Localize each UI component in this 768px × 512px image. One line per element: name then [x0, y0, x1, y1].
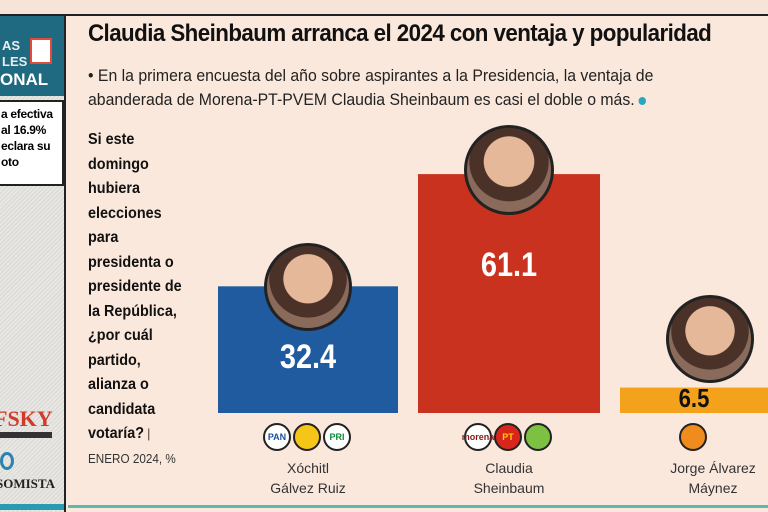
candidate-photo — [666, 295, 754, 383]
candidate-name-line: Claudia — [485, 460, 533, 476]
value-label: 6.5 — [678, 383, 710, 413]
question-text: Si este domingo hubiera elecciones para … — [88, 131, 182, 442]
bar-2 — [620, 387, 768, 413]
candidate-name-line: Jorge Álvarez — [670, 460, 756, 476]
candidate-photo — [264, 243, 352, 331]
header-line: AS — [2, 38, 21, 53]
party-logo-pan-icon: PAN — [263, 423, 291, 451]
pollster-logo-bar — [0, 432, 52, 438]
page-title: Claudia Sheinbaum arranca el 2024 con ve… — [88, 20, 712, 47]
candidate-name: Claudia Sheinbaum — [419, 458, 599, 498]
candidate-name-line: Máynez — [688, 480, 738, 496]
party-logo-prd-icon — [293, 423, 321, 451]
bottom-rule — [68, 505, 768, 508]
sidebar: AS LES ONAL a efectiva al 16.9% eclara s… — [0, 16, 66, 512]
candidate-name: Xóchitl Gálvez Ruiz — [218, 458, 398, 498]
candidate-name-line: Gálvez Ruiz — [270, 480, 346, 496]
note-line: oto — [1, 155, 19, 169]
candidate-name: Jorge Álvarez Máynez — [663, 458, 763, 498]
party-logo-pvem-icon — [524, 423, 552, 451]
note-line: a efectiva — [1, 107, 53, 121]
section-header: AS LES ONAL — [0, 16, 64, 96]
value-label: 32.4 — [279, 338, 337, 377]
party-logo-morena-icon: morena — [462, 423, 494, 451]
subtitle-line: abanderada de Morena-PT-PVEM Claudia She… — [88, 90, 635, 109]
party-logo-pri-icon: PRI — [323, 423, 351, 451]
sidebar-bottom-bar — [0, 504, 64, 510]
source-text: | ENERO 2024, % — [88, 426, 176, 466]
candidate-name-line: Xóchitl — [286, 460, 330, 476]
header-line: LES — [2, 54, 28, 69]
top-strip — [0, 0, 768, 16]
ballot-box-icon — [30, 38, 52, 64]
newspaper-logo: SOMISTA — [0, 476, 55, 491]
note-line: eclara su — [1, 139, 51, 153]
question: Si este domingo hubiera elecciones para … — [88, 128, 189, 471]
bullet-dot-icon — [638, 97, 646, 105]
subtitle-line: • En la primera encuesta del año sobre a… — [88, 66, 654, 85]
party-logo-mc-icon — [679, 423, 707, 451]
pollster-logo: FSKY — [0, 406, 53, 431]
subtitle: • En la primera encuesta del año sobre a… — [88, 64, 653, 112]
party-logos: morena PT — [462, 423, 552, 451]
value-label: 61.1 — [480, 246, 538, 285]
party-logos — [679, 423, 707, 451]
note-box: a efectiva al 16.9% eclara su oto — [0, 100, 64, 186]
candidate-name-line: Sheinbaum — [473, 480, 545, 496]
note-line: al 16.9% — [1, 123, 46, 137]
party-logos: PAN PRI — [263, 423, 351, 451]
header-line: ONAL — [0, 70, 49, 89]
party-logo-pt-icon: PT — [494, 423, 522, 451]
newspaper-logo-icon — [0, 452, 14, 470]
candidate-photo — [464, 125, 554, 215]
